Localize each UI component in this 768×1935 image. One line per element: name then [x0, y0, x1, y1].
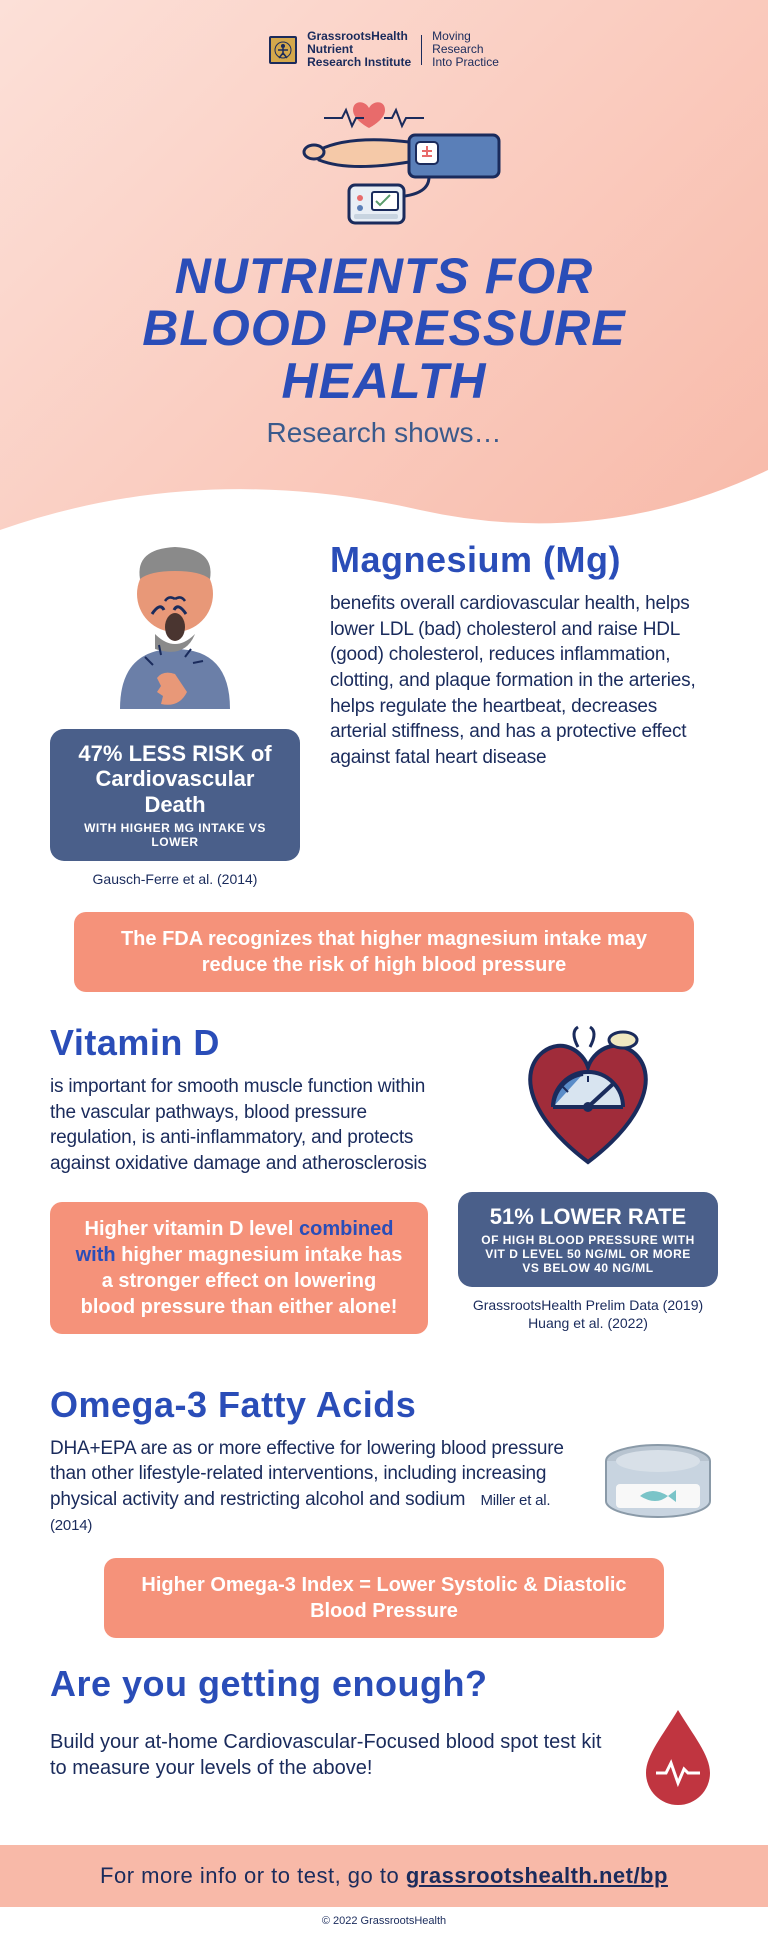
- magnesium-section: 47% LESS RISK of Cardiovascular Death WI…: [50, 539, 718, 887]
- vitamin-d-body: is important for smooth muscle function …: [50, 1074, 428, 1177]
- stat-main: 51% LOWER RATE: [476, 1204, 700, 1229]
- vd-highlight: Higher vitamin D level combined with hig…: [50, 1202, 428, 1334]
- logo-line: Research Institute: [307, 56, 411, 69]
- cta-title: Are you getting enough?: [50, 1663, 718, 1705]
- vitamin-d-title: Vitamin D: [50, 1022, 428, 1064]
- vd-citation1: GrassrootsHealth Prelim Data (2019): [458, 1297, 718, 1313]
- omega3-section: Omega-3 Fatty Acids DHA+EPA are as or mo…: [50, 1384, 718, 1639]
- subtitle: Research shows…: [40, 417, 728, 449]
- vd-citation2: Huang et al. (2022): [458, 1315, 718, 1331]
- logo-row: GrassrootsHealth Nutrient Research Insti…: [40, 30, 728, 70]
- omega3-body: DHA+EPA are as or more effective for low…: [50, 1436, 578, 1539]
- main-title: NUTRIENTS FOR BLOOD PRESSURE HEALTH: [40, 250, 728, 408]
- title-line: NUTRIENTS FOR: [175, 248, 594, 304]
- omega3-highlight: Higher Omega-3 Index = Lower Systolic & …: [104, 1558, 664, 1638]
- vitruvian-logo-icon: [269, 36, 297, 64]
- mg-citation: Gausch-Ferre et al. (2014): [50, 871, 300, 887]
- footer-url[interactable]: grassrootshealth.net/bp: [406, 1863, 668, 1888]
- highlight-text: higher magnesium intake has a stronger e…: [81, 1244, 403, 1318]
- copyright: © 2022 GrassrootsHealth: [0, 1907, 768, 1935]
- mg-highlight: The FDA recognizes that higher magnesium…: [74, 912, 694, 992]
- hero-illustration: [40, 90, 728, 230]
- logo-org-text: GrassrootsHealth Nutrient Research Insti…: [307, 30, 411, 70]
- chest-pain-man-icon: [90, 539, 260, 709]
- footer-prefix: For more info or to test, go to: [100, 1863, 406, 1888]
- stat-sub: WITH HIGHER MG INTAKE VS LOWER: [68, 821, 282, 849]
- footer-bar: For more info or to test, go to grassroo…: [0, 1845, 768, 1907]
- cta-body: Build your at-home Cardiovascular-Focuse…: [50, 1729, 618, 1781]
- logo-divider: [421, 35, 422, 65]
- stat-main: 47% LESS RISK of Cardiovascular Death: [68, 741, 282, 817]
- title-line: BLOOD PRESSURE HEALTH: [142, 300, 626, 409]
- vitamin-d-section: Vitamin D is important for smooth muscle…: [50, 1022, 718, 1354]
- magnesium-body: benefits overall cardiovascular health, …: [330, 591, 718, 770]
- logo-line: Into Practice: [432, 56, 499, 69]
- fish-can-icon: [598, 1436, 718, 1531]
- vd-stat-badge: 51% LOWER RATE OF HIGH BLOOD PRESSURE WI…: [458, 1192, 718, 1287]
- omega3-title: Omega-3 Fatty Acids: [50, 1384, 718, 1426]
- blood-drop-icon: [638, 1705, 718, 1805]
- cta-row: Build your at-home Cardiovascular-Focuse…: [50, 1705, 718, 1805]
- magnesium-title: Magnesium (Mg): [330, 539, 718, 581]
- header-section: GrassrootsHealth Nutrient Research Insti…: [0, 0, 768, 569]
- logo-tagline: Moving Research Into Practice: [432, 30, 499, 70]
- mg-stat-badge: 47% LESS RISK of Cardiovascular Death WI…: [50, 729, 300, 861]
- highlight-text: Higher vitamin D level: [85, 1218, 300, 1240]
- heart-gauge-icon: [508, 1022, 668, 1172]
- stat-sub: OF HIGH BLOOD PRESSURE WITH VIT D LEVEL …: [476, 1233, 700, 1275]
